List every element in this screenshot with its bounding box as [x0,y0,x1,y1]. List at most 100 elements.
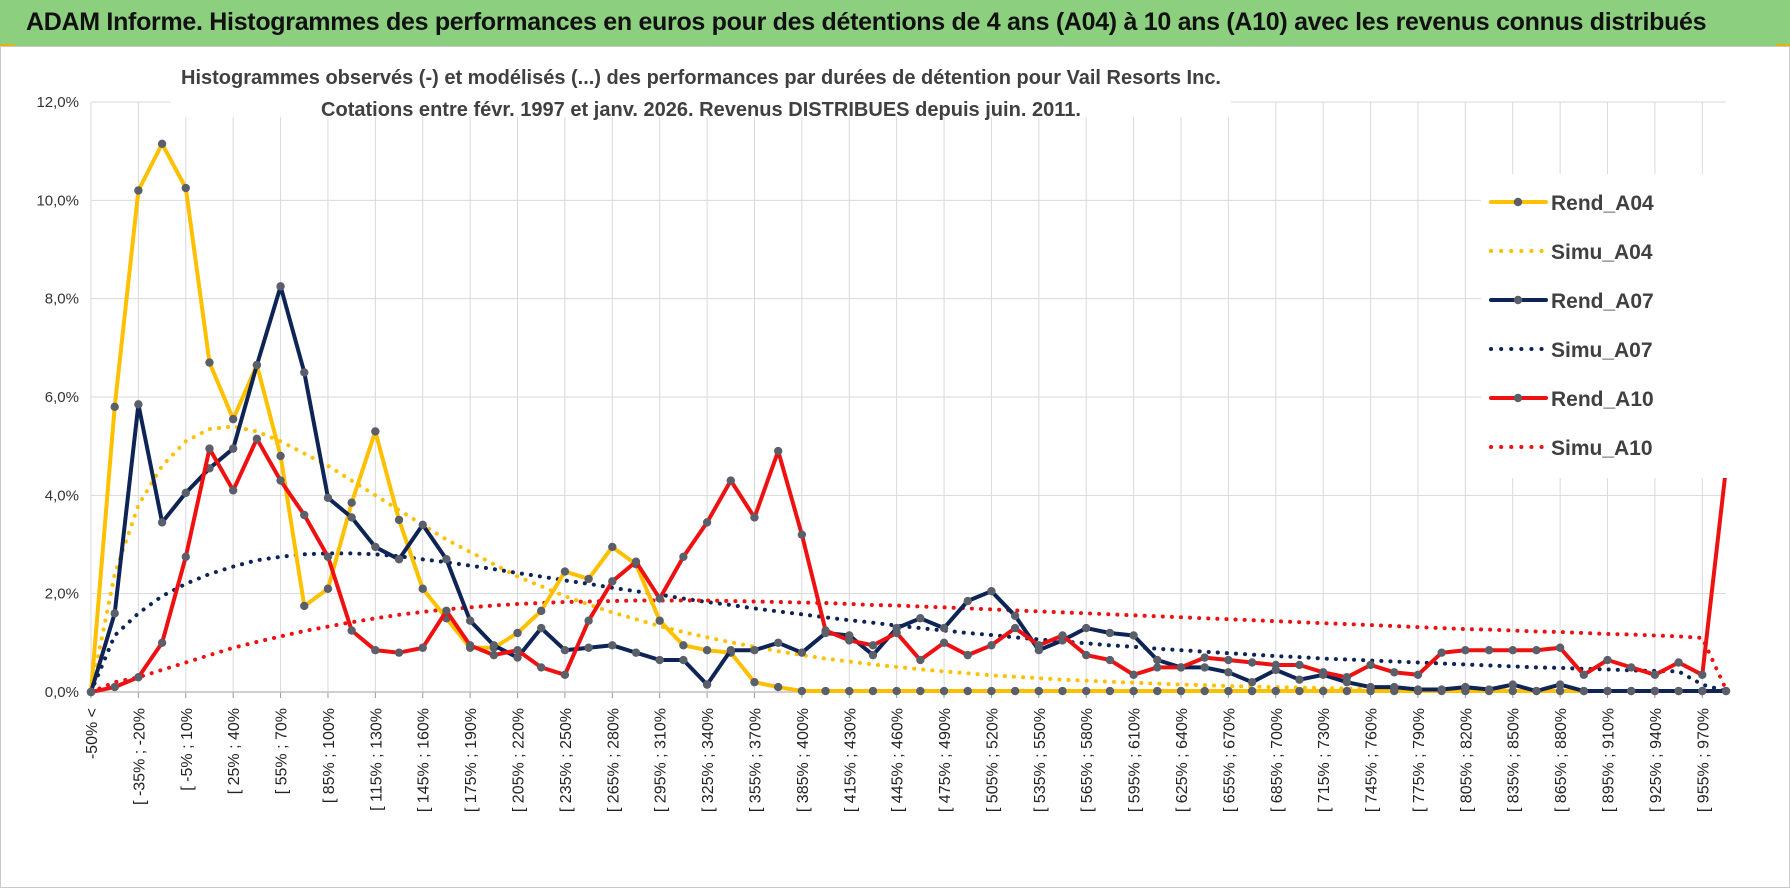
data-point-rend-a10 [371,646,380,655]
x-tick-label: [ 475% ; 490% [937,708,954,812]
x-tick-label: [ 415% ; 430% [842,708,859,812]
data-point-rend-a07 [1295,675,1304,684]
data-point-rend-a10 [1224,655,1233,665]
data-point-rend-a10 [157,638,167,648]
data-point-rend-a10 [560,670,570,679]
legend-background [1481,174,1731,478]
x-tick-label: [ 145% ; 160% [416,708,433,812]
data-point-rend-a07 [110,609,119,618]
x-tick-label: [ 925% ; 940% [1648,708,1665,812]
data-point-rend-a07 [228,444,238,453]
data-point-rend-a10 [1176,663,1186,672]
x-tick-label: [ 175% ; 190% [463,708,480,812]
data-point-rend-a10 [1390,668,1399,677]
data-point-rend-a10 [797,530,807,539]
data-point-rend-a07 [1698,686,1707,696]
data-point-rend-a07 [655,655,664,665]
chart-title-line1: Histogrammes observés (-) et modélisés (… [181,67,1221,89]
data-point-rend-a10 [86,687,96,697]
x-tick-label: [ 445% ; 460% [890,708,907,812]
data-point-rend-a07 [465,616,475,625]
data-point-rend-a07 [726,646,735,655]
data-point-rend-a10 [631,557,641,566]
data-point-rend-a04 [1010,686,1020,696]
data-point-rend-a10 [821,626,830,635]
data-point-rend-a10 [655,594,664,603]
data-point-rend-a10 [1461,646,1470,655]
data-point-rend-a07 [1010,611,1020,620]
data-point-rend-a04 [1342,686,1352,696]
data-point-rend-a10 [1247,658,1257,667]
data-point-rend-a07 [276,282,285,291]
x-tick-label: [ 265% ; 280% [605,708,622,812]
data-point-rend-a07 [773,638,783,648]
data-point-rend-a07 [1461,682,1470,692]
data-point-rend-a04 [1555,686,1565,696]
data-point-rend-a10 [1034,641,1044,650]
data-point-rend-a10 [750,513,759,522]
data-point-rend-a07 [1366,682,1375,692]
x-tick-label: [ 565% ; 580% [1079,708,1096,812]
x-tick-label: [ 625% ; 640% [1174,708,1191,812]
data-point-rend-a07 [560,646,570,655]
data-point-rend-a10 [608,577,617,586]
data-point-rend-a04 [584,574,593,584]
x-tick-label: [ 655% ; 670% [1221,708,1238,812]
data-point-rend-a10 [892,628,901,638]
data-point-rend-a07 [702,680,712,689]
data-point-rend-a04 [1200,686,1209,696]
x-tick-label: [ 505% ; 520% [984,708,1001,812]
data-point-rend-a10 [1555,643,1565,652]
data-point-rend-a04 [134,186,143,195]
data-point-rend-a07 [679,655,688,665]
data-point-rend-a07 [157,518,167,527]
data-point-rend-a07 [300,368,309,377]
data-point-rend-a10 [252,434,262,443]
data-point-rend-a07 [963,596,972,606]
data-point-rend-a07 [1603,686,1612,696]
data-point-rend-a04 [655,616,664,625]
x-tick-label: [ 115% ; 130% [368,708,385,811]
data-point-rend-a10 [110,682,119,692]
data-point-rend-a10 [1271,660,1280,670]
data-point-rend-a10 [513,646,522,655]
x-tick-label: [ -5% ; 10% [179,708,196,791]
data-point-rend-a10 [228,486,238,495]
data-point-rend-a04 [1034,686,1044,696]
y-tick-label: 10,0% [36,192,79,209]
data-point-rend-a10 [1129,670,1138,679]
data-point-rend-a04 [371,427,380,436]
data-point-rend-a07 [1390,682,1399,692]
data-point-rend-a10 [939,638,949,648]
data-point-rend-a04 [608,542,617,552]
data-point-rend-a07 [134,400,143,409]
data-point-rend-a04 [963,686,972,696]
data-point-rend-a10 [537,663,546,672]
y-tick-label: 12,0% [36,94,79,111]
x-tick-label: [ 205% ; 220% [511,708,528,812]
data-point-rend-a04 [1224,686,1233,696]
data-point-rend-a07 [1153,655,1162,665]
x-tick-label: [ 685% ; 700% [1269,708,1286,812]
data-point-rend-a04 [1153,686,1162,696]
data-point-rend-a10 [1532,646,1541,655]
data-point-rend-a07 [394,555,404,564]
chart-title-line2: Cotations entre févr. 1997 et janv. 2026… [321,99,1081,121]
data-point-rend-a07 [323,493,333,502]
data-point-rend-a04 [1508,686,1517,696]
y-tick-label: 8,0% [45,291,79,308]
legend-label-rend-a07: Rend_A07 [1551,290,1654,313]
data-point-rend-a04 [845,686,854,696]
data-point-rend-a10 [1318,668,1328,677]
legend-marker [1513,295,1523,305]
data-point-rend-a07 [631,648,641,657]
data-point-rend-a10 [702,518,712,527]
y-tick-label: 2,0% [45,586,79,603]
data-point-rend-a04 [181,183,190,193]
x-tick-label: -50% < [84,708,101,759]
data-point-rend-a10 [1650,670,1660,679]
data-point-rend-a07 [1627,686,1636,696]
data-point-rend-a07 [489,641,499,650]
data-point-rend-a10 [134,673,143,682]
data-point-rend-a07 [1721,686,1731,696]
